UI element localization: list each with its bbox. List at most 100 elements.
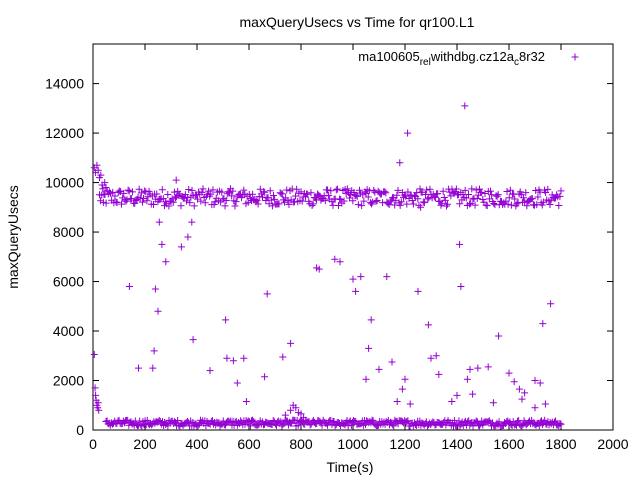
data-point bbox=[347, 421, 355, 429]
data-point bbox=[368, 200, 376, 208]
data-point bbox=[336, 258, 344, 266]
data-point bbox=[281, 198, 289, 206]
data-point bbox=[442, 202, 450, 210]
data-point bbox=[281, 411, 289, 419]
data-point bbox=[349, 275, 357, 283]
data-point bbox=[511, 195, 519, 203]
data-point bbox=[403, 418, 411, 426]
data-point bbox=[441, 196, 449, 204]
data-point bbox=[249, 190, 257, 198]
data-point bbox=[552, 417, 560, 425]
data-point bbox=[170, 418, 178, 426]
data-point bbox=[503, 187, 511, 195]
data-point bbox=[440, 194, 448, 202]
data-point bbox=[238, 194, 246, 202]
legend-text-part2: withdbg.cz12a bbox=[430, 49, 515, 64]
y-tick-label: 14000 bbox=[45, 76, 84, 92]
data-point bbox=[547, 300, 555, 308]
data-point bbox=[373, 196, 381, 204]
data-point bbox=[308, 202, 316, 210]
data-point bbox=[275, 200, 283, 208]
data-point bbox=[268, 202, 276, 210]
data-point bbox=[528, 195, 536, 203]
data-point bbox=[386, 198, 394, 206]
data-point bbox=[546, 200, 554, 208]
data-point bbox=[522, 189, 530, 197]
y-tick-label: 6000 bbox=[53, 274, 84, 290]
data-point bbox=[225, 188, 233, 196]
legend-text-part3: 8r32 bbox=[519, 49, 545, 64]
data-point bbox=[168, 195, 176, 203]
data-point bbox=[122, 197, 130, 205]
data-point bbox=[209, 186, 217, 194]
data-point bbox=[113, 198, 121, 206]
data-point bbox=[153, 190, 161, 198]
data-point bbox=[510, 378, 518, 386]
data-point bbox=[424, 195, 432, 203]
y-tick-label: 12000 bbox=[45, 125, 84, 141]
data-point bbox=[360, 197, 368, 205]
data-point bbox=[327, 187, 335, 195]
legend-text-part1: ma100605 bbox=[358, 49, 419, 64]
data-point bbox=[170, 188, 178, 196]
data-point bbox=[408, 197, 416, 205]
x-tick-label: 0 bbox=[89, 436, 97, 452]
data-point bbox=[315, 191, 323, 199]
data-point bbox=[254, 200, 262, 208]
data-point bbox=[504, 200, 512, 208]
chart-title: maxQueryUsecs vs Time for qr100.L1 bbox=[240, 14, 475, 30]
data-point bbox=[135, 364, 142, 372]
data-point bbox=[362, 375, 370, 383]
data-point bbox=[456, 240, 464, 248]
data-point bbox=[240, 354, 248, 362]
data-point bbox=[90, 351, 98, 359]
data-point bbox=[229, 357, 237, 365]
data-point bbox=[397, 198, 405, 206]
data-point bbox=[102, 184, 110, 192]
data-point bbox=[101, 190, 109, 198]
x-tick-label: 1600 bbox=[493, 436, 524, 452]
data-point bbox=[92, 391, 100, 399]
data-point bbox=[228, 192, 236, 200]
data-point bbox=[97, 171, 105, 179]
data-point bbox=[434, 190, 442, 198]
data-point bbox=[396, 159, 404, 167]
data-point bbox=[461, 102, 469, 110]
data-point bbox=[188, 218, 196, 226]
data-point bbox=[506, 186, 514, 194]
plot-border bbox=[92, 43, 614, 431]
legend-marker bbox=[571, 53, 579, 61]
data-point bbox=[435, 370, 443, 378]
data-point bbox=[439, 187, 447, 195]
data-point bbox=[287, 339, 295, 347]
data-point bbox=[271, 195, 279, 203]
data-point bbox=[472, 186, 480, 194]
data-point bbox=[423, 186, 431, 194]
data-point bbox=[482, 201, 490, 209]
data-point bbox=[198, 188, 206, 196]
data-point bbox=[459, 422, 467, 430]
data-point bbox=[476, 422, 484, 430]
data-point bbox=[315, 265, 323, 273]
data-point bbox=[127, 195, 135, 203]
data-point bbox=[169, 198, 177, 206]
data-point bbox=[357, 273, 365, 281]
data-point bbox=[352, 287, 360, 295]
x-tick-label: 400 bbox=[185, 436, 209, 452]
data-point bbox=[389, 421, 397, 429]
data-point bbox=[469, 390, 477, 398]
data-point bbox=[298, 197, 306, 205]
data-point bbox=[375, 365, 383, 373]
data-point bbox=[401, 375, 409, 383]
data-point bbox=[184, 233, 192, 241]
data-point bbox=[469, 195, 477, 203]
data-point bbox=[364, 193, 372, 201]
data-point bbox=[123, 196, 131, 204]
data-point bbox=[261, 373, 269, 381]
data-point bbox=[452, 185, 460, 193]
data-point bbox=[279, 420, 287, 428]
data-point bbox=[372, 197, 380, 205]
data-point bbox=[409, 200, 417, 208]
data-point bbox=[150, 347, 158, 355]
data-point bbox=[354, 201, 362, 209]
